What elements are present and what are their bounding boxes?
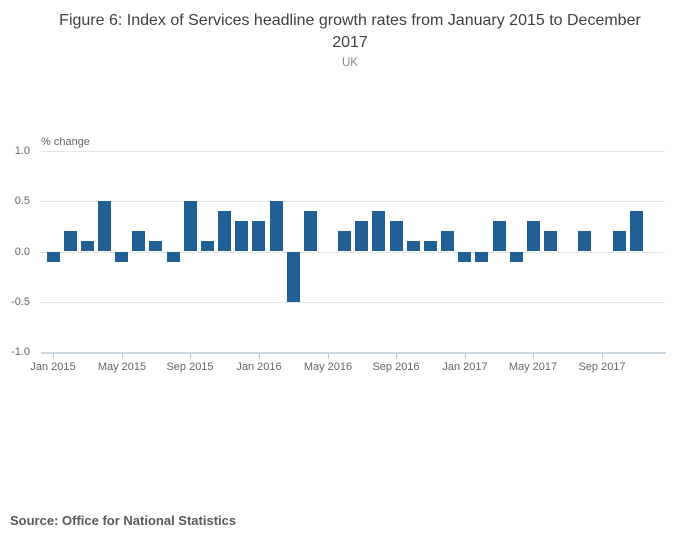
y-gridline [40, 151, 665, 152]
x-tick-label: Sep 2016 [372, 361, 420, 373]
y-axis-unit-label: % change [41, 136, 90, 148]
bar [527, 221, 540, 251]
chart-subtitle: UK [342, 57, 358, 69]
bar [201, 241, 214, 251]
bar [81, 241, 94, 251]
chart-title-text: Figure 6: Index of Services headline gro… [59, 12, 641, 51]
bar [64, 231, 77, 251]
bar [390, 221, 403, 251]
bar [630, 211, 643, 251]
bar [544, 231, 557, 251]
x-tick-label: May 2017 [508, 361, 558, 373]
x-tick-label: Sep 2017 [578, 361, 626, 373]
x-axis-tick [465, 353, 466, 359]
y-tick-label: 1.0 [14, 145, 30, 157]
x-axis-line [41, 352, 666, 354]
x-axis-tick [328, 353, 329, 359]
bar [613, 231, 626, 251]
y-gridline [40, 302, 665, 303]
y-gridline [40, 252, 665, 253]
bar [184, 201, 197, 251]
bar [270, 201, 283, 251]
x-tick-label: Jan 2016 [236, 361, 282, 373]
bar [424, 241, 437, 251]
bar [458, 252, 471, 262]
chart-title: Figure 6: Index of Services headline gro… [0, 10, 700, 54]
y-tick-label: -0.5 [11, 296, 30, 308]
x-tick-label: Jan 2017 [442, 361, 488, 373]
bar [304, 211, 317, 251]
bar [167, 252, 180, 262]
x-axis-tick [259, 353, 260, 359]
bar [510, 252, 523, 262]
bar [355, 221, 368, 251]
bar [149, 241, 162, 251]
x-axis-tick [190, 353, 191, 359]
bar [235, 221, 248, 251]
y-tick-label: -1.0 [11, 346, 30, 358]
bar [338, 231, 351, 251]
y-tick-label: 0.5 [14, 195, 30, 207]
bar [287, 252, 300, 302]
bar [252, 221, 265, 251]
bar [98, 201, 111, 251]
y-gridline [40, 201, 665, 202]
bar [115, 252, 128, 262]
bar [578, 231, 591, 251]
x-axis-tick [533, 353, 534, 359]
x-axis-tick [122, 353, 123, 359]
bar [407, 241, 420, 251]
bar [132, 231, 145, 251]
x-tick-label: May 2015 [97, 361, 147, 373]
x-tick-label: May 2016 [303, 361, 353, 373]
x-axis-tick [602, 353, 603, 359]
source-text: Source: Office for National Statistics [10, 513, 237, 528]
bar [493, 221, 506, 251]
x-tick-label: Jan 2015 [30, 361, 76, 373]
y-tick-label: 0.0 [14, 246, 30, 258]
bar [47, 252, 60, 262]
x-axis-tick [53, 353, 54, 359]
x-tick-label: Sep 2015 [166, 361, 214, 373]
x-axis-tick [396, 353, 397, 359]
bar [218, 211, 231, 251]
bar [372, 211, 385, 251]
bar [441, 231, 454, 251]
bar [475, 252, 488, 262]
